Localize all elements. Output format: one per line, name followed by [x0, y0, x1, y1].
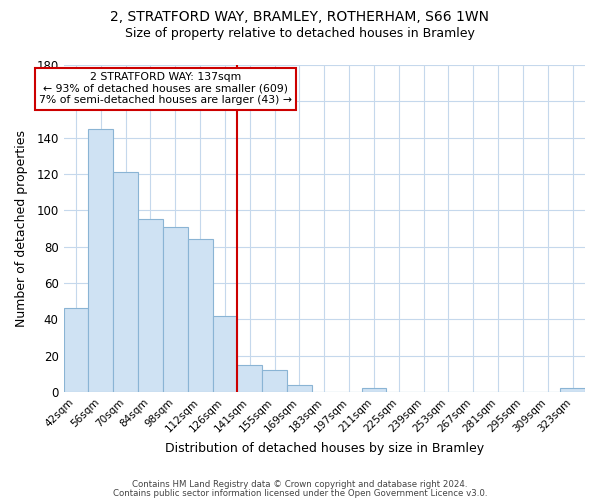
Bar [163, 226, 188, 392]
Bar [88, 128, 113, 392]
Bar [212, 316, 238, 392]
Text: 2, STRATFORD WAY, BRAMLEY, ROTHERHAM, S66 1WN: 2, STRATFORD WAY, BRAMLEY, ROTHERHAM, S6… [110, 10, 490, 24]
X-axis label: Distribution of detached houses by size in Bramley: Distribution of detached houses by size … [165, 442, 484, 455]
Bar [362, 388, 386, 392]
Bar [287, 384, 312, 392]
Text: Contains public sector information licensed under the Open Government Licence v3: Contains public sector information licen… [113, 488, 487, 498]
Bar [113, 172, 138, 392]
Bar [138, 220, 163, 392]
Text: Size of property relative to detached houses in Bramley: Size of property relative to detached ho… [125, 28, 475, 40]
Text: 2 STRATFORD WAY: 137sqm
← 93% of detached houses are smaller (609)
7% of semi-de: 2 STRATFORD WAY: 137sqm ← 93% of detache… [39, 72, 292, 106]
Bar [238, 364, 262, 392]
Bar [188, 240, 212, 392]
Text: Contains HM Land Registry data © Crown copyright and database right 2024.: Contains HM Land Registry data © Crown c… [132, 480, 468, 489]
Bar [262, 370, 287, 392]
Y-axis label: Number of detached properties: Number of detached properties [15, 130, 28, 327]
Bar [64, 308, 88, 392]
Bar [560, 388, 585, 392]
